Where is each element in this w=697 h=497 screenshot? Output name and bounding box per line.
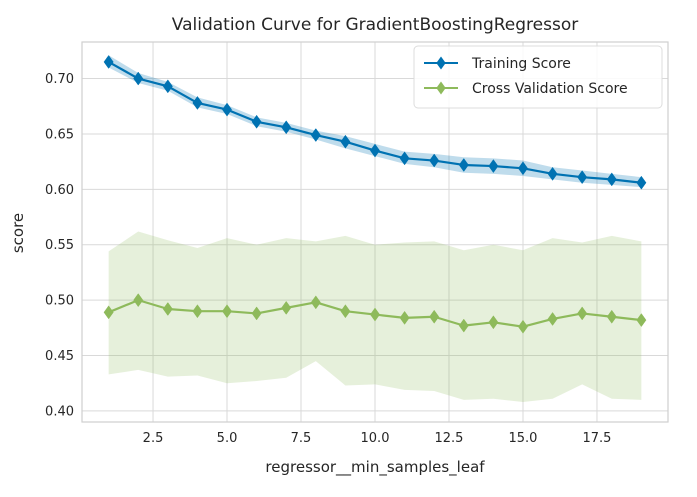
x-tick-label: 2.5 xyxy=(143,431,164,446)
point-cross-validation xyxy=(399,310,410,325)
legend-item-training: Training Score xyxy=(424,56,571,72)
legend-label-cross-validation: Cross Validation Score xyxy=(472,81,628,97)
point-training xyxy=(370,143,380,158)
x-tick-label: 12.5 xyxy=(435,431,464,446)
point-cross-validation xyxy=(340,304,351,319)
point-training xyxy=(103,55,114,69)
point-training xyxy=(636,175,647,190)
band-training xyxy=(108,55,642,188)
point-cross-validation xyxy=(310,295,321,310)
series-lines xyxy=(103,55,647,334)
y-tick-label: 0.55 xyxy=(45,238,74,253)
chart-title: Validation Curve for GradientBoostingReg… xyxy=(172,15,578,35)
y-tick-label: 0.65 xyxy=(45,127,74,142)
point-training xyxy=(577,170,588,185)
point-training xyxy=(606,172,617,187)
point-cross-validation xyxy=(370,307,380,322)
legend-label-training: Training Score xyxy=(471,56,571,72)
tick-labels: 2.5 5.0 7.5 10.0 12.5 15.0 17.5 0.40 0.45 0.50 0.5… xyxy=(45,72,611,446)
point-training xyxy=(399,151,410,166)
point-training xyxy=(192,96,203,110)
point-training xyxy=(547,166,558,181)
point-cross-validation xyxy=(636,313,647,328)
point-training xyxy=(340,134,351,149)
point-cross-validation xyxy=(547,312,558,326)
x-axis-label: regressor__min_samples_leaf xyxy=(265,458,485,477)
point-training xyxy=(251,114,262,129)
y-tick-label: 0.45 xyxy=(45,349,74,364)
point-cross-validation xyxy=(488,315,499,330)
point-cross-validation xyxy=(251,306,262,321)
legend-marker-cross-validation xyxy=(436,81,446,95)
point-training xyxy=(458,158,469,172)
point-training xyxy=(517,161,528,176)
point-training xyxy=(281,120,292,135)
y-tick-label: 0.50 xyxy=(45,294,74,309)
point-cross-validation xyxy=(103,305,114,320)
legend: Training Score Cross Validation Score xyxy=(413,45,663,109)
point-training xyxy=(429,153,440,168)
plot-frame xyxy=(81,41,669,423)
legend-item-cross-validation: Cross Validation Score xyxy=(424,81,628,97)
x-tick-label: 10.0 xyxy=(361,431,390,446)
point-cross-validation xyxy=(606,309,617,324)
x-tick-label: 7.5 xyxy=(291,431,312,446)
x-tick-label: 15.0 xyxy=(509,431,538,446)
y-tick-label: 0.40 xyxy=(45,404,74,419)
point-cross-validation xyxy=(517,319,528,334)
point-cross-validation xyxy=(281,300,292,315)
point-cross-validation xyxy=(192,304,203,319)
point-training xyxy=(222,102,233,117)
y-tick-label: 0.70 xyxy=(45,72,74,87)
point-cross-validation xyxy=(577,306,588,321)
point-training xyxy=(133,71,144,86)
y-axis-label: score xyxy=(9,213,27,253)
grid-lines xyxy=(82,42,668,422)
y-tick-label: 0.60 xyxy=(45,183,74,198)
point-training xyxy=(162,79,173,94)
point-cross-validation xyxy=(162,302,173,316)
point-cross-validation xyxy=(458,318,469,333)
point-cross-validation xyxy=(429,309,440,324)
point-training xyxy=(310,128,321,142)
x-tick-label: 5.0 xyxy=(217,431,238,446)
legend-box xyxy=(413,45,663,109)
x-tick-label: 17.5 xyxy=(582,431,611,446)
point-training xyxy=(488,159,499,174)
point-cross-validation xyxy=(222,304,233,319)
legend-marker-training xyxy=(436,56,446,70)
point-cross-validation xyxy=(133,293,144,308)
